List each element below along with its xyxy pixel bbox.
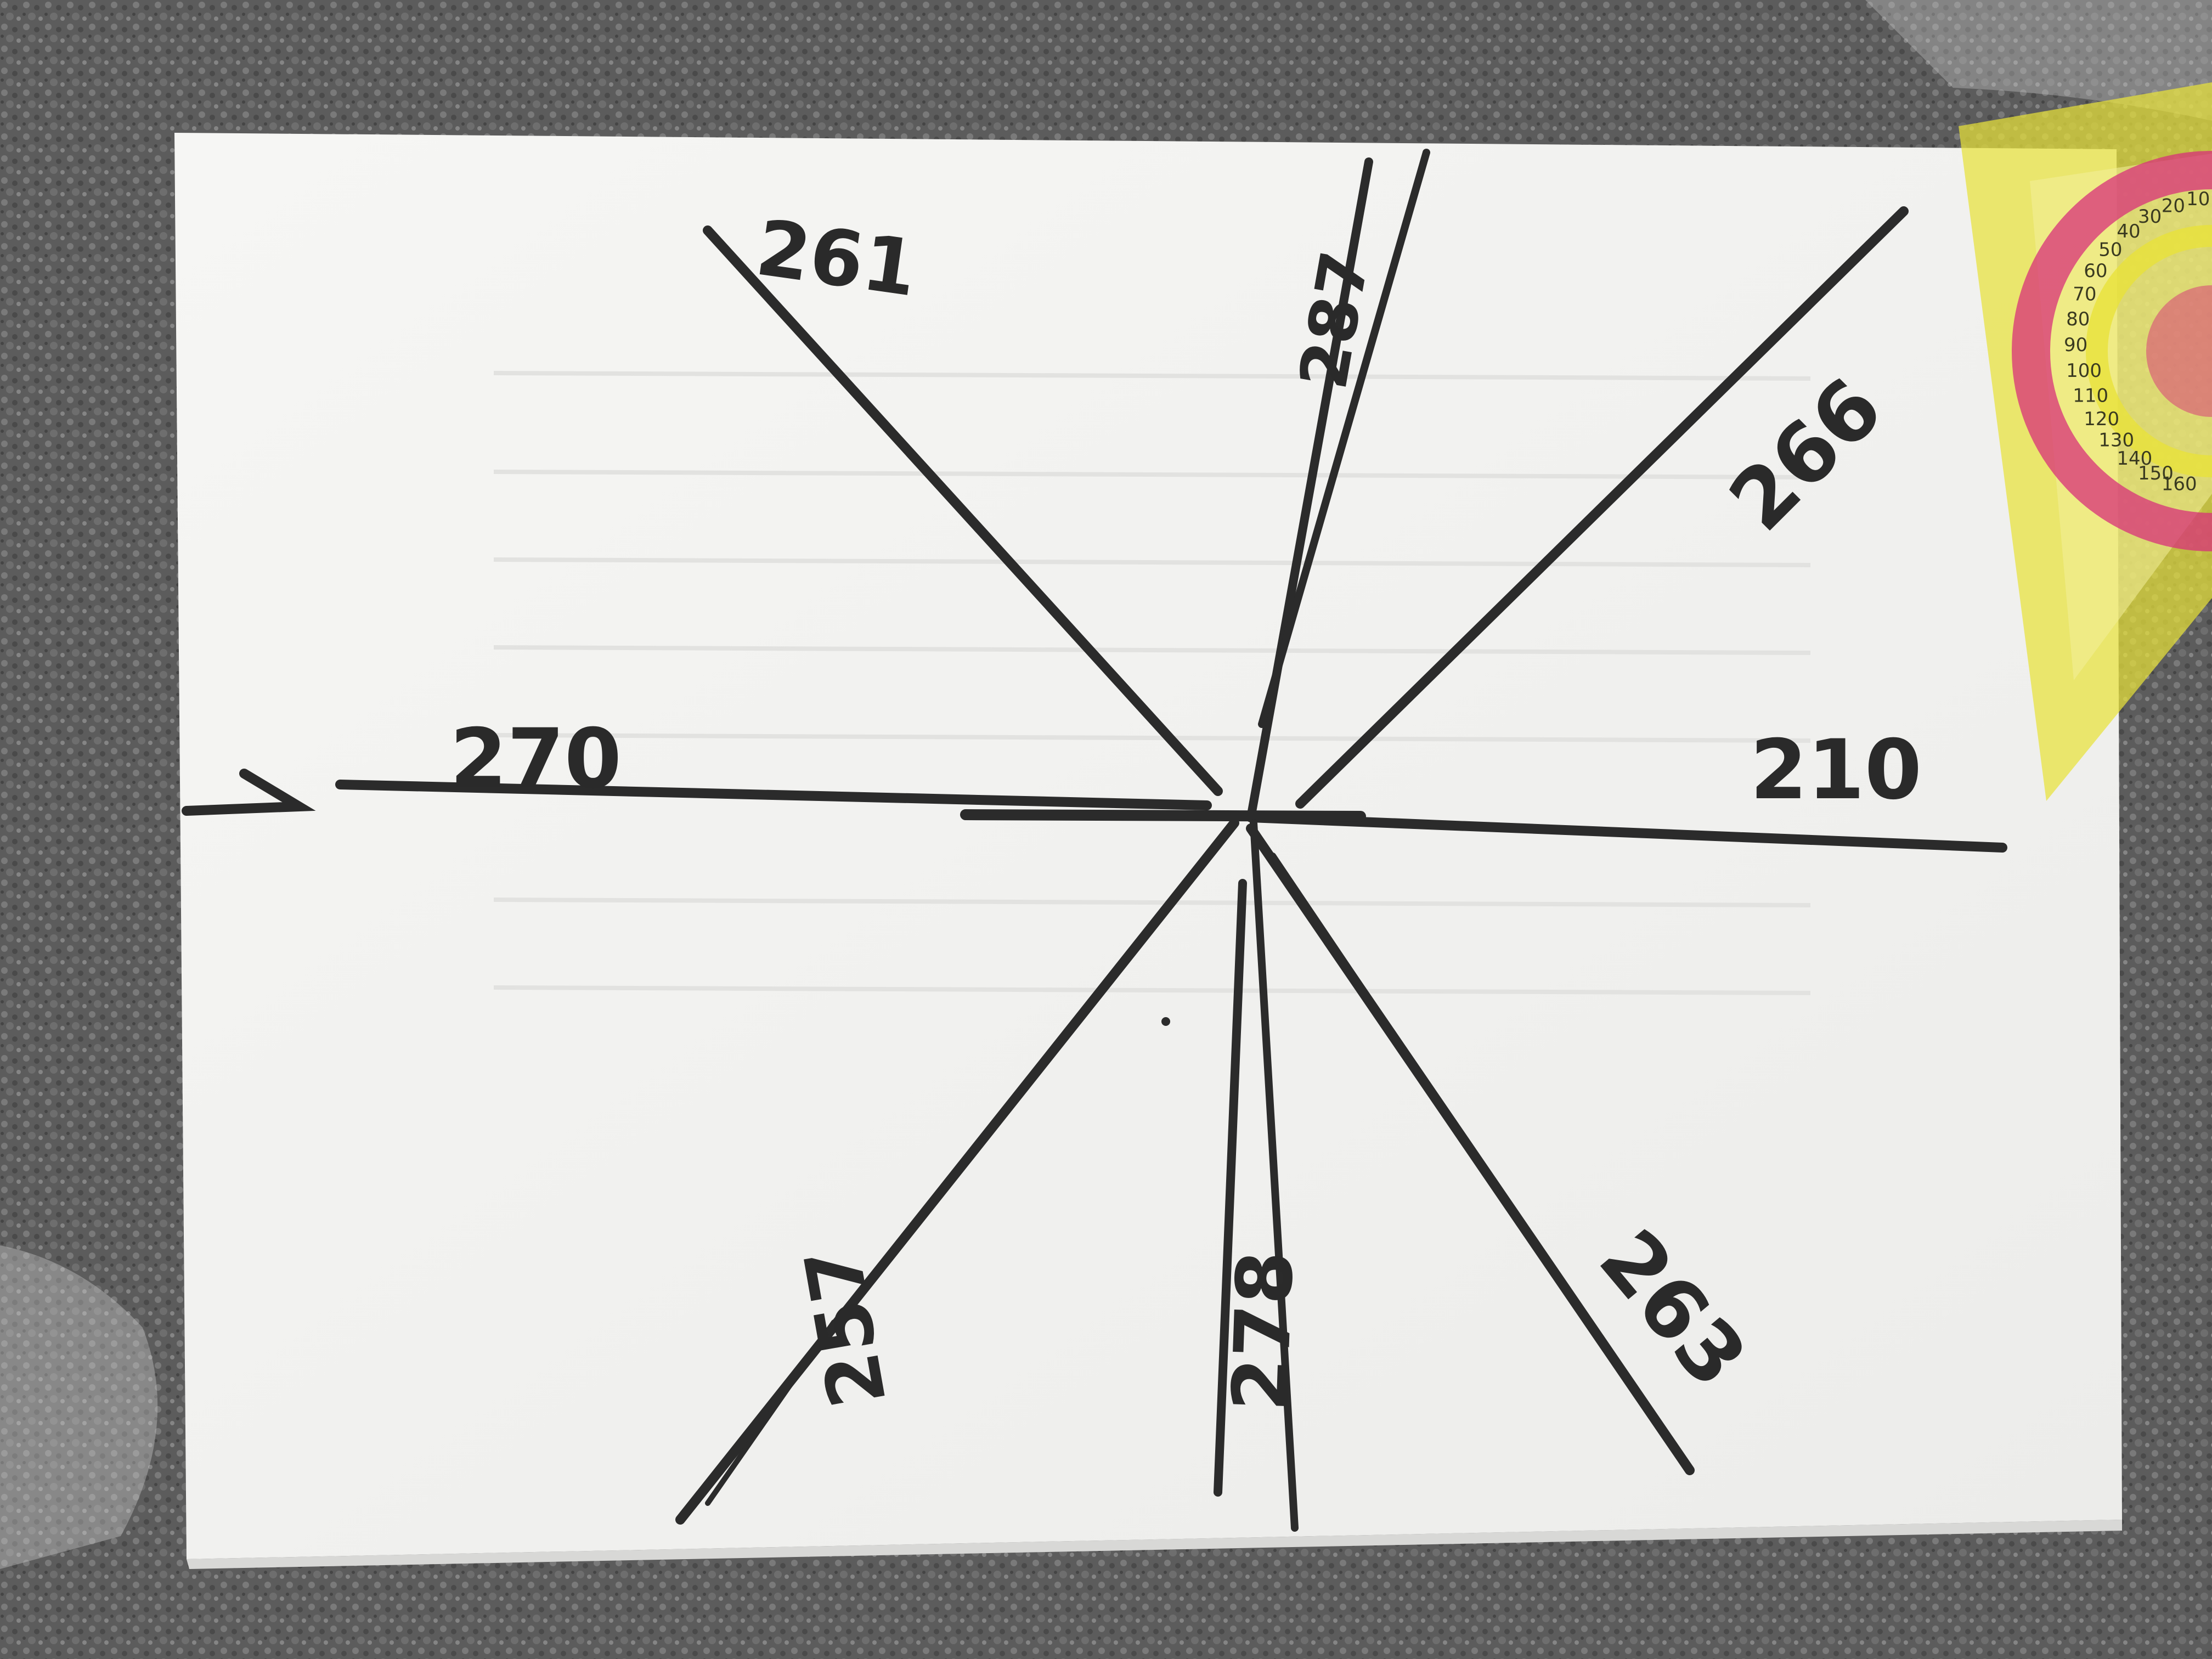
protractor-tick-label: 130 — [2098, 430, 2134, 452]
line-287-b — [1258, 149, 1430, 728]
centre-stroke — [960, 809, 1366, 822]
ink-lines — [335, 149, 2007, 1532]
protractor-tick-label: 10 — [2186, 188, 2210, 210]
protractor-tick-label: 90 — [2064, 334, 2087, 356]
label-261: 261 — [751, 204, 922, 314]
line-278-a — [1250, 819, 1299, 1532]
protractor-tick-label: 120 — [2084, 408, 2119, 430]
line-257-b — [705, 1319, 837, 1506]
protractor-tick-label: 20 — [2162, 195, 2185, 217]
protractor-ring — [2012, 151, 2212, 551]
plastic-wrap — [0, 0, 2212, 1569]
label-210: 210 — [1750, 723, 1922, 818]
protractor-tick-label: 50 — [2098, 239, 2122, 261]
label-270: 270 — [450, 712, 622, 807]
protractor-tick-label: 150 — [2138, 462, 2174, 484]
line-266 — [1295, 206, 1909, 809]
line-270 — [335, 780, 1212, 810]
protractor-tick-label: 110 — [2073, 385, 2108, 407]
label-278: 278 — [1216, 1250, 1311, 1413]
paper-edge-shadow — [187, 1520, 2122, 1569]
protractor-tick-label: 40 — [2117, 221, 2140, 242]
protractor-tick-label: 70 — [2073, 284, 2096, 306]
protractor-ring-inner — [2086, 225, 2212, 477]
protractor-tick-label: 80 — [2066, 308, 2090, 330]
line-210 — [1246, 812, 2007, 853]
show-through-text — [493, 371, 1811, 995]
line-257-a — [675, 818, 1239, 1525]
protractor-tick-label: 160 — [2162, 473, 2197, 495]
protractor-center — [2146, 285, 2212, 417]
protractor-tick-label: 60 — [2084, 260, 2107, 282]
line-263-b — [1269, 853, 1446, 1111]
line-278-b — [1214, 879, 1247, 1497]
arrow-mark — [182, 769, 316, 816]
line-261 — [703, 225, 1223, 796]
paper-sheet — [174, 133, 2122, 1559]
pen-dot — [1161, 1017, 1170, 1026]
protractor-tick-label: 140 — [2117, 448, 2152, 470]
line-287-a — [1246, 157, 1373, 822]
protractor-tick-label: 30 — [2138, 206, 2162, 228]
protractor-tick-label: 100 — [2066, 360, 2102, 382]
